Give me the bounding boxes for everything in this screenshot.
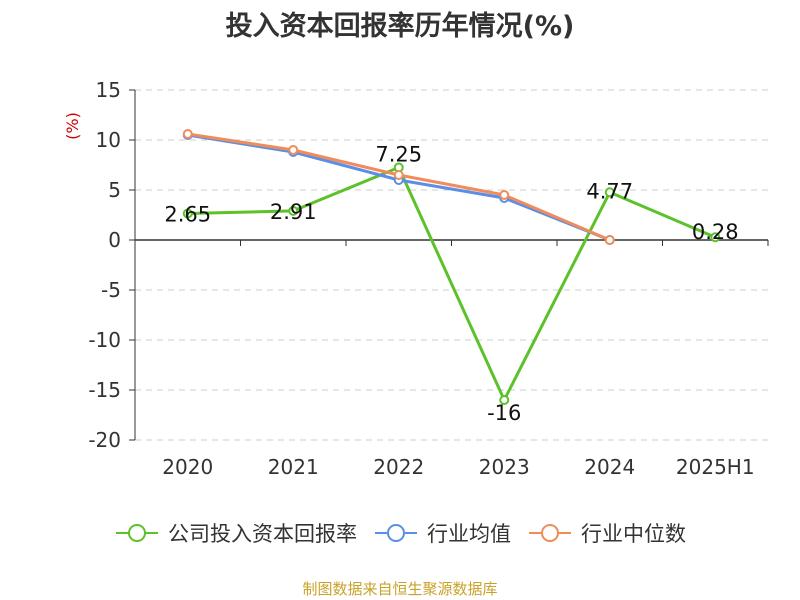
data-label: 2.65 — [164, 203, 211, 227]
series-line-0 — [187, 166, 716, 402]
data-point-2 — [182, 129, 193, 139]
legend-item-industry-avg[interactable]: 行业均值 — [373, 518, 511, 548]
source-note: 制图数据来自恒生聚源数据库 — [302, 580, 498, 598]
legend-label-company: 公司投入资本回报率 — [168, 522, 357, 546]
data-label: 2.91 — [270, 200, 317, 224]
x-tick-label: 2021 — [268, 455, 319, 479]
y-tick-label: 15 — [96, 78, 121, 102]
data-point-0 — [182, 208, 193, 219]
data-label: 4.77 — [586, 179, 633, 203]
data-label: 7.25 — [375, 143, 422, 167]
data-label: -16 — [487, 401, 521, 425]
legend-marker-company — [116, 524, 158, 542]
legend: 公司投入资本回报率 行业均值 行业中位数 — [0, 518, 800, 548]
x-tick-label: 2025H1 — [676, 455, 755, 479]
data-point-0 — [604, 187, 615, 198]
data-point-0 — [710, 232, 721, 243]
x-tick-label: 2023 — [479, 455, 530, 479]
legend-marker-industry-median — [529, 524, 571, 542]
y-tick-label: -20 — [88, 428, 121, 452]
data-point-2 — [499, 190, 510, 200]
y-tick-label: 5 — [108, 178, 121, 202]
x-tick-label: 2022 — [373, 455, 424, 479]
legend-marker-industry-avg — [375, 524, 417, 542]
legend-label-industry-avg: 行业均值 — [427, 522, 511, 546]
y-tick-label: -5 — [101, 278, 121, 302]
x-tick-label: 2024 — [584, 455, 635, 479]
chart-title: 投入资本回报率历年情况(%) — [225, 11, 575, 42]
y-tick-label: 0 — [108, 228, 121, 252]
x-tick-label: 2020 — [162, 455, 213, 479]
y-axis-label: (%) — [63, 112, 82, 140]
y-tick-label: 10 — [96, 128, 121, 152]
data-point-2 — [393, 170, 404, 180]
data-point-2 — [604, 235, 615, 245]
y-tick-label: -10 — [88, 328, 121, 352]
data-point-2 — [288, 145, 299, 155]
data-label: 0.28 — [692, 220, 739, 244]
legend-label-industry-median: 行业中位数 — [581, 522, 686, 546]
y-tick-label: -15 — [88, 378, 121, 402]
legend-item-company[interactable]: 公司投入资本回报率 — [114, 518, 357, 548]
data-point-0 — [288, 205, 299, 216]
data-point-0 — [499, 395, 510, 405]
legend-item-industry-median[interactable]: 行业中位数 — [527, 518, 686, 548]
